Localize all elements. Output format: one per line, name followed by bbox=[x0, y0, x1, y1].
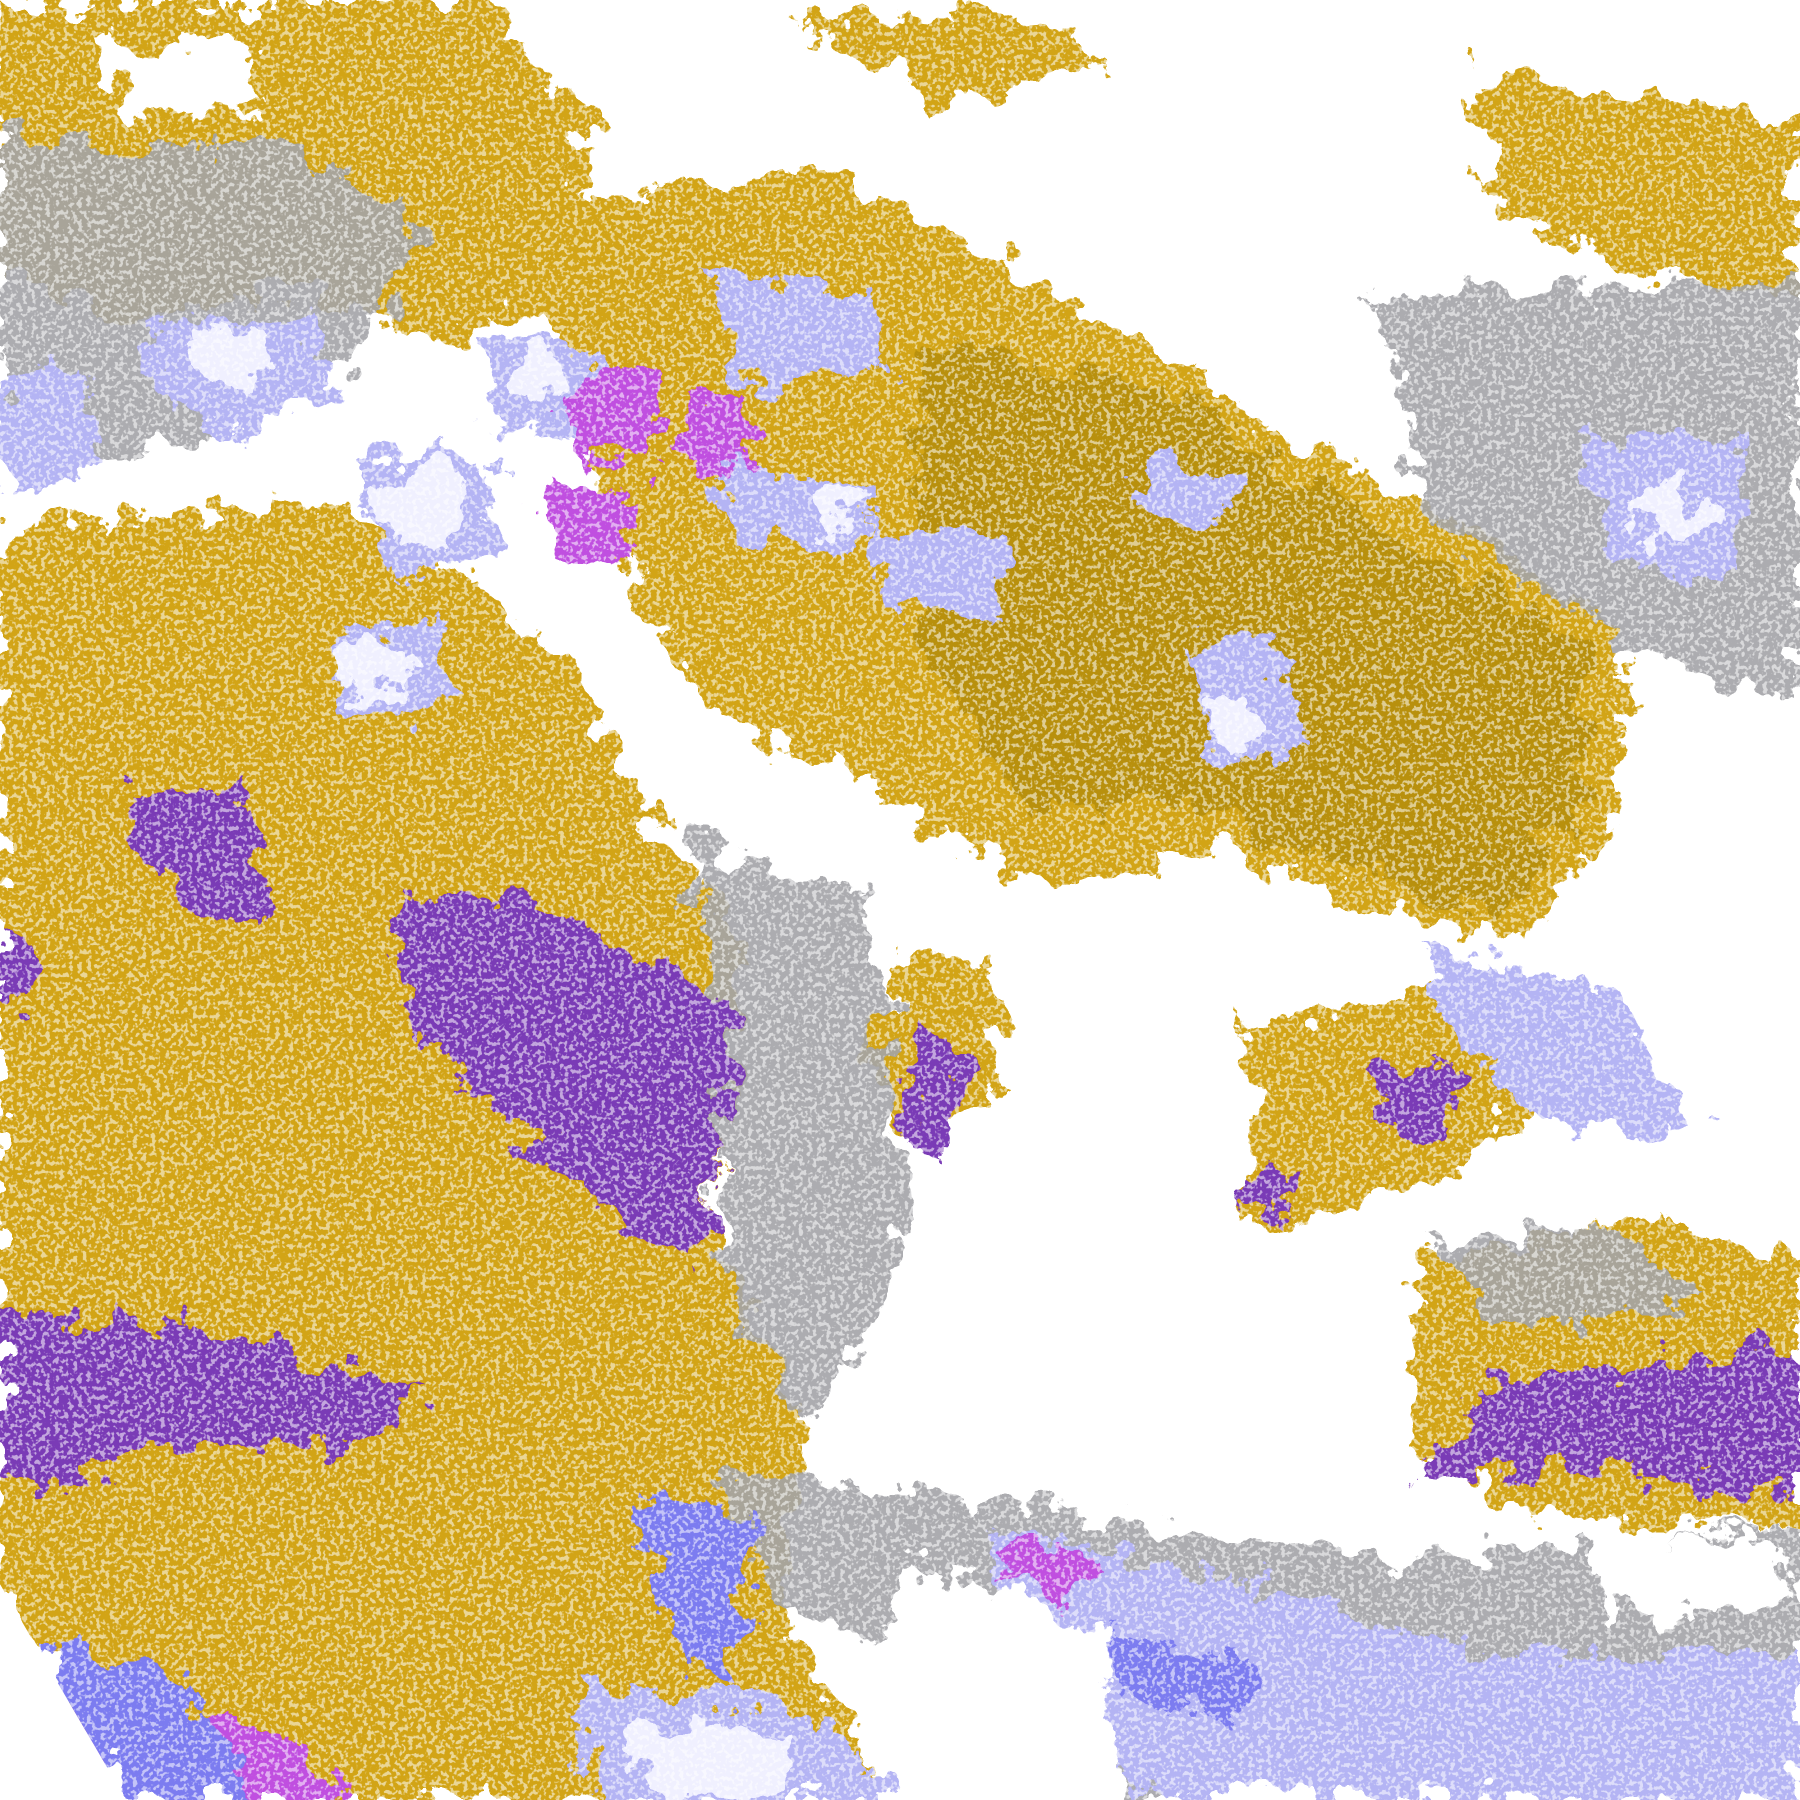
clear-regions bbox=[91, 0, 1791, 1800]
